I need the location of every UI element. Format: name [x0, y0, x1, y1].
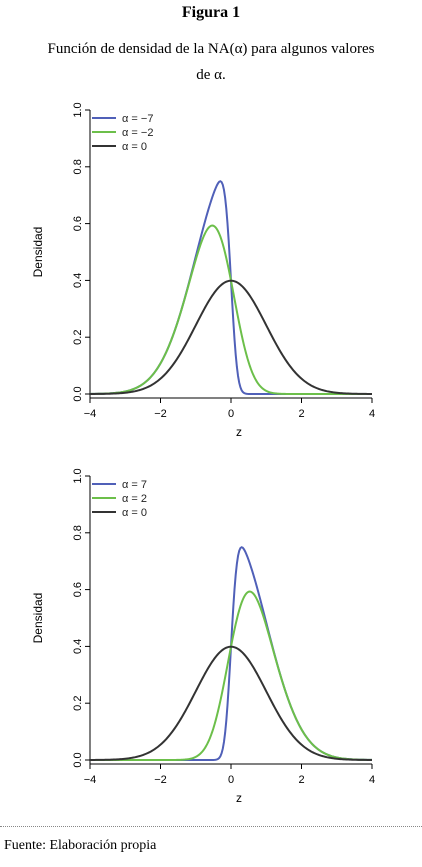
legend-label: α = 0	[122, 507, 147, 519]
legend-label: α = 0	[122, 141, 147, 153]
figure-caption: Función de densidad de la NA(α) para alg…	[4, 36, 418, 88]
series-line-0	[90, 546, 373, 761]
source-note: Fuente: Elaboración propia	[4, 838, 157, 853]
y-tick-label: 0.4	[72, 639, 84, 654]
x-tick-label: 2	[298, 774, 304, 786]
y-axis-title: Densidad	[31, 593, 45, 644]
caption-line-2: de α.	[196, 67, 226, 83]
x-axis-title: z	[236, 425, 242, 439]
y-tick-label: 0.0	[72, 386, 84, 401]
y-tick-label: 0.4	[72, 273, 84, 288]
density-chart-bottom: 0.0 0.2 0.4 0.6 0.8 1.0 −4 −2 0 2 4 z Densidad α = 7 α…	[31, 468, 375, 805]
series-line-1	[90, 590, 373, 761]
density-chart-top: 0.0 0.2 0.4 0.6 0.8 1.0 −4 −2 0 2 4 z Densidad α = −7…	[31, 102, 375, 439]
series-line-0	[89, 180, 372, 395]
series-line-1	[89, 224, 372, 395]
y-tick-label: 1.0	[72, 102, 84, 117]
figure-label: Figura 1	[181, 4, 241, 21]
y-axis-title: Densidad	[31, 227, 45, 278]
x-tick-label: 2	[298, 408, 304, 420]
y-tick-label: 0.2	[72, 696, 84, 711]
y-tick-label: 1.0	[72, 468, 84, 483]
x-tick-label: −4	[84, 408, 97, 420]
legend-label: α = 7	[122, 479, 147, 491]
x-tick-label: 4	[369, 774, 375, 786]
y-tick-label: 0.2	[72, 330, 84, 345]
series-line-2	[90, 645, 372, 761]
x-tick-label: −2	[154, 408, 167, 420]
y-tick-label: 0.6	[72, 582, 84, 597]
x-tick-label: −4	[84, 774, 97, 786]
x-tick-label: −2	[154, 774, 167, 786]
x-tick-label: 0	[228, 408, 234, 420]
x-tick-label: 0	[228, 774, 234, 786]
legend-label: α = −7	[122, 113, 153, 125]
y-tick-label: 0.0	[72, 752, 84, 767]
series-line-2	[90, 279, 372, 395]
x-tick-label: 4	[369, 408, 375, 420]
source-divider	[0, 826, 422, 827]
x-axis-title: z	[236, 791, 242, 805]
caption-line-1: Función de densidad de la NA(α) para alg…	[47, 41, 375, 57]
y-tick-label: 0.6	[72, 216, 84, 231]
y-tick-label: 0.8	[72, 525, 84, 540]
y-tick-label: 0.8	[72, 159, 84, 174]
legend-label: α = 2	[122, 493, 147, 505]
legend-label: α = −2	[122, 127, 153, 139]
